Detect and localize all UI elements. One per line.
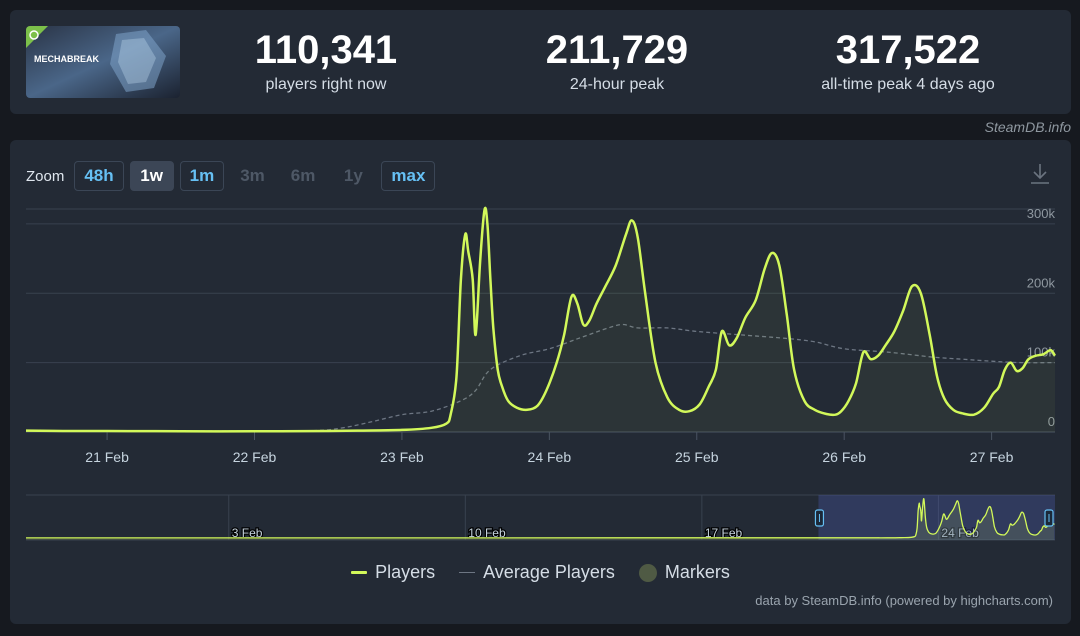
- navigator-tick-label: 17 Feb: [705, 526, 743, 540]
- current-players-value: 110,341: [254, 28, 398, 72]
- navigator-tick-label: 10 Feb: [468, 526, 506, 540]
- navigator-series-area: [26, 498, 1055, 540]
- stat-24h-peak: 211,729 24-hour peak: [487, 28, 747, 94]
- all-time-peak-value: 317,522: [835, 28, 981, 72]
- legend-swatch-players: [351, 571, 368, 574]
- 24h-peak-label: 24-hour peak: [569, 76, 665, 93]
- steamdb-brand[interactable]: SteamDB.info: [984, 119, 1071, 135]
- zoom-label: Zoom: [26, 167, 65, 185]
- legend-swatch-markers: [638, 563, 657, 582]
- navigator-series-line: [25, 497, 1055, 539]
- zoom-button-1m[interactable]: 1m: [179, 161, 225, 191]
- legend-swatch-average: [459, 572, 476, 573]
- x-tick-label: 21 Feb: [85, 449, 129, 465]
- x-tick-label: 24 Feb: [528, 449, 572, 465]
- zoom-button-48h[interactable]: 48h: [74, 161, 124, 191]
- x-tick-label: 27 Feb: [970, 449, 1014, 465]
- chart-card: Zoom 48h 1w 1m 3m 6m 1y max 0 100k 200k 300k 21 Fe…: [10, 140, 1071, 624]
- legend-item-average[interactable]: Average Players: [459, 562, 615, 583]
- legend: Players Average Players Markers: [10, 562, 1071, 583]
- download-icon[interactable]: [1029, 162, 1051, 186]
- legend-item-markers[interactable]: Markers: [638, 562, 730, 583]
- stat-all-time-peak: 317,522 all-time peak 4 days ago: [778, 28, 1038, 94]
- stats-card: MECHABREAK 110,341 players right now 211…: [10, 10, 1071, 114]
- y-tick-label: 300k: [1027, 206, 1056, 221]
- x-tick-label: 25 Feb: [675, 449, 719, 465]
- navigator-tick-label: 24 Feb: [941, 526, 979, 540]
- game-logo[interactable]: MECHABREAK: [26, 26, 180, 98]
- zoom-button-3m: 3m: [240, 166, 265, 185]
- current-players-label: players right now: [265, 76, 387, 93]
- x-tick-label: 26 Feb: [822, 449, 866, 465]
- zoom-button-max[interactable]: max: [381, 161, 436, 191]
- y-tick-label: 0: [1048, 414, 1055, 429]
- x-tick-label: 22 Feb: [233, 449, 277, 465]
- all-time-peak-label: all-time peak 4 days ago: [821, 76, 995, 93]
- stat-current-players: 110,341 players right now: [196, 28, 456, 94]
- legend-item-players[interactable]: Players: [351, 562, 435, 583]
- series-players-line: [25, 206, 1057, 433]
- zoom-bar: Zoom 48h 1w 1m 3m 6m 1y max: [26, 161, 441, 191]
- legend-label-markers: Markers: [664, 562, 730, 582]
- game-logo-image: MECHABREAK: [26, 26, 180, 98]
- credits[interactable]: data by SteamDB.info (powered by highcha…: [755, 593, 1053, 608]
- zoom-button-6m: 6m: [290, 166, 316, 185]
- y-tick-label: 200k: [1027, 275, 1056, 290]
- x-tick-label: 23 Feb: [380, 449, 424, 465]
- zoom-button-1w[interactable]: 1w: [129, 161, 174, 191]
- 24h-peak-value: 211,729: [545, 28, 689, 72]
- navigator-tick-label: 3 Feb: [232, 526, 263, 540]
- series-average-players-line: [25, 323, 1056, 432]
- svg-text:MECHABREAK: MECHABREAK: [34, 54, 100, 64]
- legend-label-players: Players: [375, 562, 436, 582]
- zoom-button-1y: 1y: [343, 166, 363, 185]
- zoom-buttons: 48h 1w 1m 3m 6m 1y max: [74, 161, 441, 191]
- legend-label-average: Average Players: [483, 562, 615, 582]
